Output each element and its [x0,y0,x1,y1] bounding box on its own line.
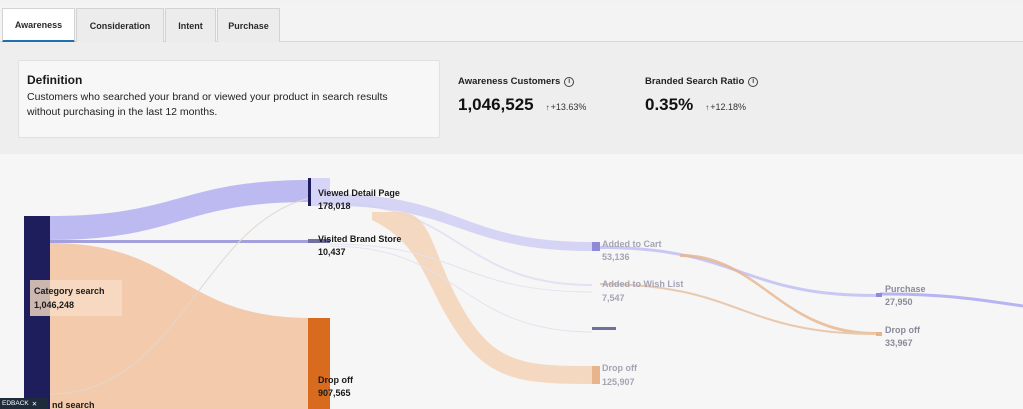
category-label-bg [30,280,122,316]
flow-viewed-to-cart[interactable] [330,194,592,251]
flow-viewed-to-wishlist[interactable] [330,202,592,286]
flow-store-faint [329,243,593,293]
flow-purchase-out [879,292,1023,308]
node-label-wishlist-value: 7,547 [602,293,625,303]
summary-panel: Definition Customers who searched your b… [0,42,1023,154]
metric-label: Branded Search Ratio [645,76,745,87]
tab-purchase[interactable]: Purchase [217,8,280,42]
node-label-cart-name: Added to Cart [602,239,662,249]
tab-intent[interactable]: Intent [165,8,216,42]
arrow-up-icon: ↑ [705,103,710,112]
arrow-up-icon: ↑ [545,103,550,112]
tab-consideration[interactable]: Consideration [76,8,164,42]
node-label-purchase-value: 27,950 [885,297,913,307]
node-viewed-detail[interactable] [308,178,330,206]
metric-value: 0.35% [645,95,694,114]
info-icon[interactable]: i [564,76,575,87]
node-label-branded-partial: nd search [52,400,95,409]
definition-card: Definition Customers who searched your b… [18,60,440,138]
node-drop-off-3[interactable] [876,332,882,336]
node-drop-off-1[interactable] [308,318,330,409]
close-icon[interactable]: ✕ [31,400,38,408]
node-wish-list[interactable] [592,327,616,330]
node-label-viewed-name: Viewed Detail Page [318,188,400,198]
metric-label: Awareness Customers [458,76,561,87]
definition-text: Customers who searched your brand or vie… [27,91,388,118]
metric-change-value: +13.63% [550,102,587,112]
flow-category-to-drop[interactable] [50,243,310,409]
node-added-cart[interactable] [592,242,600,251]
flow-wishlist-to-drop[interactable] [599,283,877,335]
metric-change: ↑+13.63% [546,102,587,112]
node-label-store-value: 10,437 [318,247,346,257]
node-label-drop1-name: Drop off [318,375,354,385]
flow-category-to-store[interactable] [50,240,310,243]
node-label-wishlist-name: Added to Wish List [602,279,683,289]
metric-change-value: +12.18% [710,102,746,112]
node-label-purchase-name: Purchase [885,284,926,294]
node-label-category-name: Category search [34,286,105,296]
node-label-store-name: Visited Brand Store [318,234,401,244]
feedback-label: EDBACK [2,400,29,407]
node-label-drop3-value: 33,967 [885,338,913,348]
node-label-viewed-value: 178,018 [318,201,351,211]
node-label-drop2-name: Drop off [602,363,638,373]
sankey-svg: Category search 1,046,248 Viewed Detail … [24,178,1023,409]
node-label-category-value: 1,046,248 [34,300,74,310]
node-viewed-detail-edge [308,178,311,206]
node-label-drop2-value: 125,907 [602,377,635,387]
node-drop-off-2[interactable] [592,366,600,384]
metric-awareness-customers: Awareness Customers i 1,046,525 ↑+13.63% [458,76,586,115]
node-label-drop3-name: Drop off [885,325,921,335]
flow-viewed-to-drop[interactable] [372,212,592,384]
definition-title: Definition [27,73,83,87]
tab-awareness[interactable]: Awareness [2,8,75,43]
node-label-drop1-value: 907,565 [318,388,351,398]
metric-branded-search-ratio: Branded Search Ratio i 0.35% ↑+12.18% [645,76,759,115]
node-visited-store[interactable] [308,239,330,243]
feedback-button[interactable]: EDBACK ✕ [0,398,48,409]
node-label-cart-value: 53,136 [602,252,630,262]
flow-category-to-viewed[interactable] [50,180,310,240]
flow-store-faint-2 [329,245,593,333]
info-icon[interactable]: i [748,76,759,87]
metric-value: 1,046,525 [458,95,534,114]
node-purchase[interactable] [876,293,882,297]
flow-faint-1 [49,197,311,395]
metric-change: ↑+12.18% [705,102,746,112]
sankey-diagram: Category search 1,046,248 Viewed Detail … [0,154,1023,409]
tab-bar: Awareness Consideration Intent Purchase [0,4,1023,43]
